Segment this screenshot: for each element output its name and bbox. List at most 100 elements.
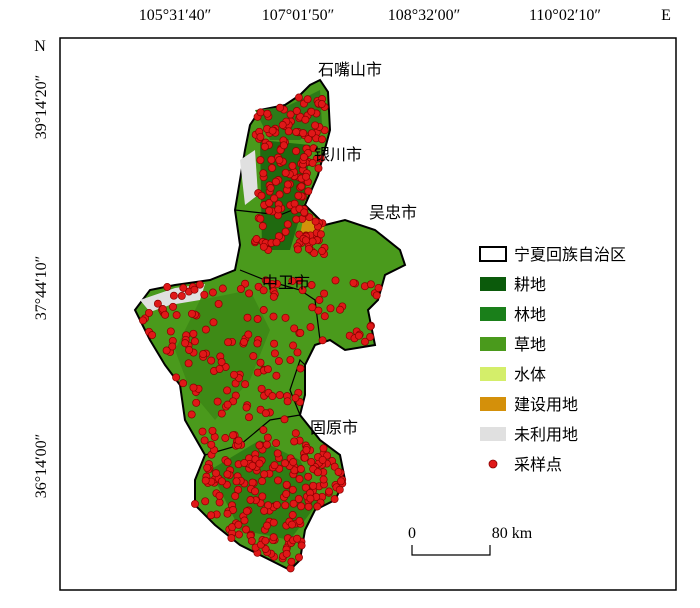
sampling-point [308,237,317,246]
sampling-point [317,100,326,108]
scale-bar: 0 80 km [408,525,533,556]
legend-swatch [480,397,506,411]
sampling-point [249,352,258,361]
sampling-point [256,214,265,223]
sampling-point [215,491,224,500]
sampling-point [261,276,270,285]
sampling-points [139,93,383,573]
sampling-point [304,502,313,511]
sampling-point [246,496,255,504]
sampling-point [269,292,278,301]
sampling-point [251,487,259,496]
sampling-point [145,308,153,317]
legend-label: 耕地 [514,276,546,294]
sampling-point [207,511,216,520]
sampling-point [306,494,315,503]
sampling-point [252,235,261,243]
sampling-point [349,278,358,287]
sampling-point [242,525,250,534]
city-label: 石嘴山市 [318,61,382,79]
sampling-point [247,537,256,545]
sampling-point [295,553,303,562]
sampling-point [291,429,300,438]
legend-swatch [480,367,506,381]
sampling-point [303,95,312,104]
sampling-point [315,296,324,304]
city-label: 中卫市 [262,274,310,292]
sampling-point [234,436,243,445]
sampling-point [240,337,248,346]
sampling-point [201,325,210,334]
sampling-point [227,534,236,543]
sampling-point [212,469,220,478]
sampling-point [272,371,281,380]
sampling-point [240,459,249,467]
sampling-point [200,290,209,299]
sampling-point [288,161,297,170]
sampling-point [179,379,188,388]
sampling-point [300,453,309,462]
sampling-point [302,172,310,181]
sampling-point [265,206,274,215]
sampling-point [259,306,268,314]
sampling-point [304,472,313,481]
sampling-point [276,103,284,112]
sampling-point [292,107,301,115]
sampling-point [265,199,274,207]
legend-label: 宁夏回族自治区 [514,246,626,264]
sampling-point [268,164,276,172]
sampling-point [294,494,303,503]
scale-line [411,545,491,556]
sampling-point [337,477,345,486]
sampling-point [330,495,339,504]
legend-label: 水体 [514,366,546,384]
sampling-point [243,313,252,322]
sampling-point [281,459,289,468]
sampling-point [253,339,262,348]
legend-swatch [488,459,498,469]
sampling-point [230,370,239,379]
legend-label: 建设用地 [514,396,578,414]
sampling-point [259,286,268,295]
sampling-point [283,180,292,189]
sampling-point [181,339,190,348]
sampling-point [278,121,287,129]
sampling-point [163,283,172,291]
sampling-point [198,427,207,436]
city-label: 吴忠市 [369,204,417,222]
sampling-point [263,433,272,442]
sampling-point [242,403,251,412]
scale-end: 80 km [492,525,533,542]
sampling-point [289,458,298,467]
sampling-point [270,339,279,348]
sampling-point [336,305,344,314]
sampling-point [297,182,306,191]
sampling-point [307,107,316,116]
sampling-point [168,342,177,351]
sampling-point [298,286,307,295]
sampling-point [203,463,212,472]
scale-start: 0 [408,525,416,542]
y-tick-label: 37°44′10″ [33,256,50,321]
sampling-point [326,304,335,313]
sampling-point [217,409,226,418]
sampling-point [272,238,281,247]
sampling-point [288,520,296,529]
sampling-point [366,332,375,341]
legend-swatch [480,307,506,321]
sampling-point [169,302,177,311]
sampling-point [304,187,313,196]
sampling-point [366,280,375,289]
sampling-point [166,327,175,336]
sampling-point [293,245,302,254]
sampling-point [282,489,291,498]
sampling-point [223,386,232,395]
sampling-point [302,445,311,454]
sampling-point [177,291,186,300]
sampling-point [259,169,268,178]
sampling-point [286,110,295,119]
sampling-point [214,299,223,308]
sampling-point [304,244,313,253]
sampling-point [217,358,226,366]
sampling-point [195,280,204,289]
